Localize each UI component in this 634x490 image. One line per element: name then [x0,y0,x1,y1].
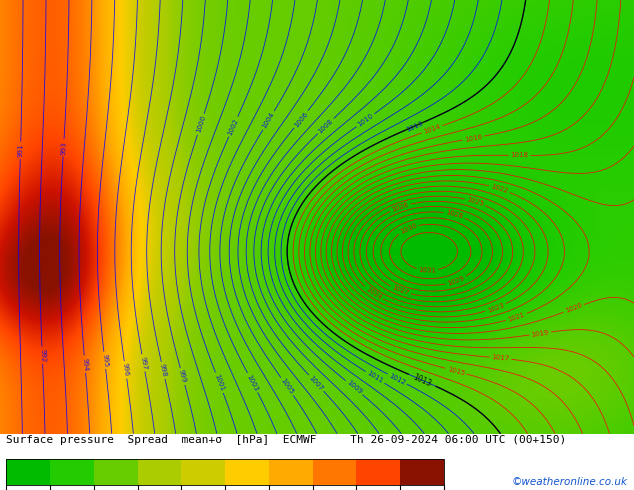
Bar [50,459,94,486]
Bar [138,459,181,486]
Text: 1006: 1006 [293,110,309,128]
Text: 1019: 1019 [531,329,550,338]
Text: 996: 996 [122,363,129,377]
Text: 997: 997 [139,356,148,370]
Text: 1020: 1020 [564,302,583,315]
Text: 1028: 1028 [445,210,464,220]
Text: 1021: 1021 [507,312,526,323]
Text: ©weatheronline.co.uk: ©weatheronline.co.uk [512,477,628,487]
Text: 1027: 1027 [391,285,410,296]
Text: 1007: 1007 [308,374,325,392]
Bar [94,459,138,486]
Text: 1030: 1030 [399,222,418,235]
Text: 1031: 1031 [418,267,437,274]
Bar [313,459,356,486]
Bar [400,459,444,486]
Text: 1001: 1001 [214,373,225,392]
Text: 1009: 1009 [346,380,363,396]
Text: 1013: 1013 [411,372,433,388]
Text: 1024: 1024 [365,286,382,301]
Text: 991: 991 [17,144,23,157]
Text: 1014: 1014 [423,123,442,135]
Bar [225,459,269,486]
Text: 994: 994 [81,357,88,371]
Bar [356,459,400,486]
Text: 1011: 1011 [366,370,384,385]
Bar [400,459,444,486]
Text: 1029: 1029 [446,275,465,287]
Text: 1016: 1016 [464,133,483,143]
Text: 1012: 1012 [388,372,406,386]
Text: 1017: 1017 [491,354,510,362]
Bar [181,459,225,486]
Bar [269,459,313,486]
Text: 1010: 1010 [356,113,375,128]
Text: 1023: 1023 [486,302,505,314]
Text: 1004: 1004 [261,111,276,130]
Text: 998: 998 [158,363,167,377]
Text: 1000: 1000 [195,115,207,134]
Text: 1013: 1013 [405,120,424,132]
Text: 992: 992 [39,348,46,362]
Text: 1002: 1002 [227,118,240,136]
Text: Surface pressure  Spread  mean+σ  [hPa]  ECMWF     Th 26-09-2024 06:00 UTC (00+1: Surface pressure Spread mean+σ [hPa] ECM… [6,435,567,445]
Text: 993: 993 [60,141,67,155]
Text: 1015: 1015 [446,366,465,376]
Bar [6,459,50,486]
Text: 995: 995 [101,353,108,368]
Text: 1003: 1003 [246,373,259,392]
Text: 1026: 1026 [391,201,410,213]
Text: 1005: 1005 [280,377,295,395]
Text: 1018: 1018 [510,152,529,159]
Text: 999: 999 [178,369,187,384]
Text: 1008: 1008 [317,118,334,134]
Text: 1022: 1022 [490,183,508,195]
Text: 1025: 1025 [466,196,484,207]
